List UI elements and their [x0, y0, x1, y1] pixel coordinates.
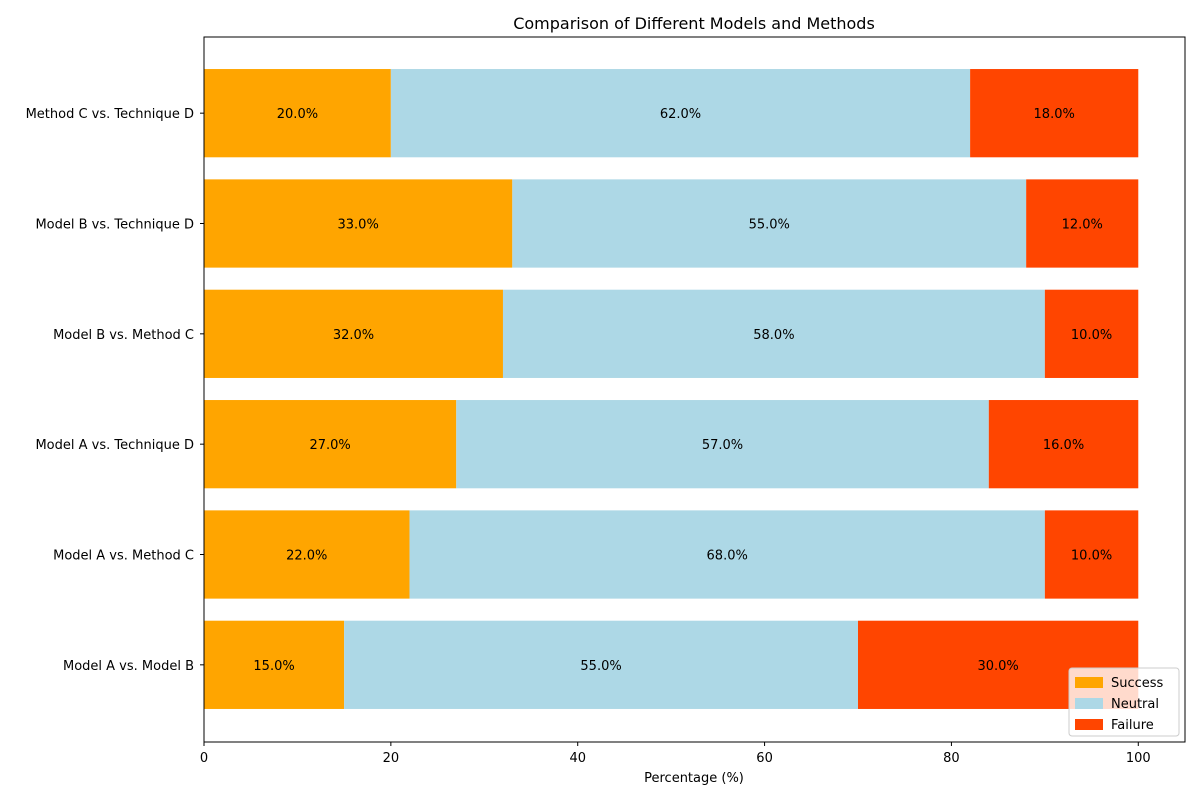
- y-tick-label: Model A vs. Technique D: [35, 438, 194, 453]
- data-label: 16.0%: [1043, 438, 1084, 453]
- data-label: 30.0%: [977, 659, 1018, 674]
- legend-swatch-failure: [1075, 719, 1103, 730]
- bar-success-3: [204, 289, 503, 378]
- data-label: 20.0%: [277, 107, 318, 122]
- bar-failure-1: [1044, 510, 1139, 599]
- x-tick-label: 60: [756, 751, 773, 766]
- data-label: 27.0%: [309, 438, 350, 453]
- data-label: 58.0%: [753, 328, 794, 343]
- bar-success-2: [204, 400, 457, 489]
- data-label: 12.0%: [1062, 218, 1103, 233]
- y-tick-label: Method C vs. Technique D: [26, 107, 194, 122]
- x-tick-label: 80: [943, 751, 960, 766]
- bar-neutral-5: [390, 69, 971, 158]
- data-label: 33.0%: [338, 218, 379, 233]
- y-tick-label: Model B vs. Technique D: [35, 218, 194, 233]
- data-label: 22.0%: [286, 549, 327, 564]
- y-tick-label: Model A vs. Method C: [53, 549, 194, 564]
- data-label: 55.0%: [749, 218, 790, 233]
- bars-group: [204, 69, 1139, 709]
- legend-swatch-neutral: [1075, 698, 1103, 709]
- bar-success-5: [204, 69, 391, 158]
- data-label: 57.0%: [702, 438, 743, 453]
- x-axis-ticks: 0 20 40 60 80 100: [200, 742, 1151, 766]
- data-label: 18.0%: [1034, 107, 1075, 122]
- x-axis-label: Percentage (%): [644, 771, 744, 786]
- x-tick-label: 40: [569, 751, 586, 766]
- bar-neutral-2: [456, 400, 989, 489]
- bar-neutral-3: [502, 289, 1045, 378]
- legend-label-failure: Failure: [1111, 718, 1154, 733]
- bar-success-1: [204, 510, 410, 599]
- data-label: 15.0%: [253, 659, 294, 674]
- chart-title: Comparison of Different Models and Metho…: [513, 14, 875, 33]
- bar-failure-3: [1044, 289, 1139, 378]
- bar-failure-4: [1026, 179, 1139, 268]
- y-tick-label: Model A vs. Model B: [63, 659, 194, 674]
- x-tick-label: 20: [383, 751, 400, 766]
- bar-success-0: [204, 620, 345, 709]
- x-tick-label: 100: [1126, 751, 1151, 766]
- y-tick-label: Model B vs. Method C: [53, 328, 194, 343]
- bar-success-4: [204, 179, 513, 268]
- legend-swatch-success: [1075, 677, 1103, 688]
- bar-neutral-1: [409, 510, 1045, 599]
- data-label: 10.0%: [1071, 549, 1112, 564]
- data-labels-group: 15.0% 55.0% 30.0% 22.0% 68.0% 10.0% 27.0% 57.0%…: [253, 107, 1112, 674]
- bar-failure-5: [970, 69, 1139, 158]
- bar-failure-2: [988, 400, 1139, 489]
- legend-label-success: Success: [1111, 676, 1164, 691]
- legend: Success Neutral Failure: [1068, 667, 1180, 737]
- y-axis-ticks: Model A vs. Model B Model A vs. Method C M…: [26, 107, 204, 674]
- data-label: 62.0%: [660, 107, 701, 122]
- data-label: 10.0%: [1071, 328, 1112, 343]
- legend-label-neutral: Neutral: [1111, 697, 1159, 712]
- bar-neutral-0: [344, 620, 859, 709]
- data-label: 32.0%: [333, 328, 374, 343]
- x-tick-label: 0: [200, 751, 208, 766]
- plot-frame: [203, 36, 1186, 743]
- data-label: 68.0%: [707, 549, 748, 564]
- data-label: 55.0%: [580, 659, 621, 674]
- bar-neutral-4: [512, 179, 1027, 268]
